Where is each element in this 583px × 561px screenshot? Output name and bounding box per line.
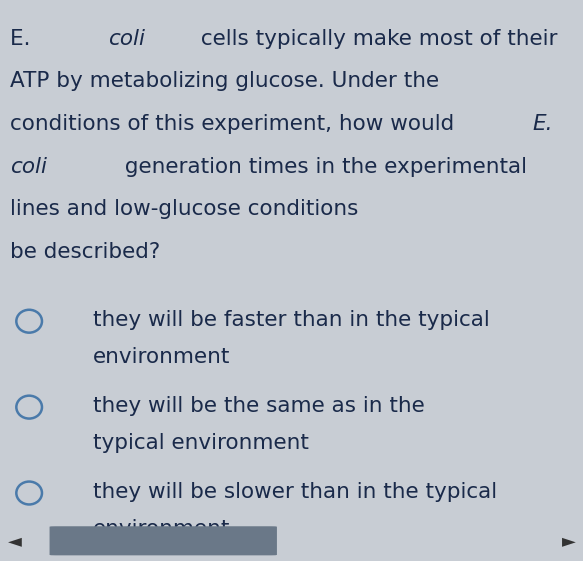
Text: ►: ► [561,532,575,550]
Text: coli: coli [10,157,47,177]
Text: they will be slower than in the typical: they will be slower than in the typical [93,481,497,502]
Text: environment: environment [93,519,231,539]
Text: E.: E. [532,114,553,134]
Text: generation times in the experimental: generation times in the experimental [118,157,527,177]
Text: they will be faster than in the typical: they will be faster than in the typical [93,310,490,330]
Text: coli: coli [108,29,145,49]
Text: lines and low-glucose conditions: lines and low-glucose conditions [10,199,359,219]
Text: they will be the same as in the: they will be the same as in the [93,396,425,416]
Text: typical environment: typical environment [93,433,309,453]
Text: environment: environment [93,347,231,367]
Text: conditions of this experiment, how would: conditions of this experiment, how would [10,114,462,134]
Text: ◄: ◄ [8,532,22,550]
Text: cells typically make most of their: cells typically make most of their [194,29,557,49]
Text: E.: E. [10,29,38,49]
Text: ATP by metabolizing glucose. Under the: ATP by metabolizing glucose. Under the [10,71,440,91]
Text: be described?: be described? [10,242,161,262]
FancyBboxPatch shape [50,526,277,555]
